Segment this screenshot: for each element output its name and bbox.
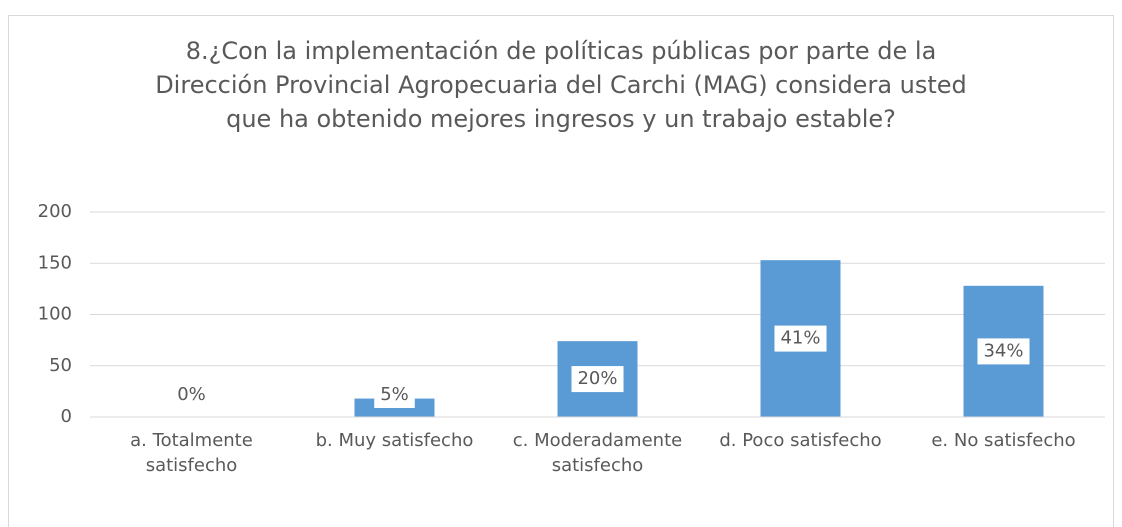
data-label-box xyxy=(774,325,827,352)
data-label: 41% xyxy=(780,328,820,349)
chart-border xyxy=(8,15,1114,527)
y-tick-label: 50 xyxy=(49,355,72,376)
data-label: 0% xyxy=(177,384,206,405)
x-tick-label: c. Moderadamente satisfecho xyxy=(512,430,683,476)
x-tick-label: b. Muy satisfecho xyxy=(315,430,474,451)
data-label-box xyxy=(171,382,212,408)
chart-title: 8.¿Con la implementación de políticas pú… xyxy=(155,37,967,133)
y-tick-label: 0 xyxy=(61,406,72,427)
x-tick-label: d. Poco satisfecho xyxy=(719,430,882,451)
data-label-box xyxy=(571,366,624,393)
data-label: 5% xyxy=(380,384,409,405)
data-label: 34% xyxy=(983,340,1023,361)
y-tick-label: 200 xyxy=(38,201,72,222)
y-tick-label: 100 xyxy=(38,304,72,325)
data-label-box xyxy=(977,338,1030,365)
x-tick-label: a. Totalmente satisfecho xyxy=(130,430,253,476)
data-label-box xyxy=(374,382,415,408)
data-label: 20% xyxy=(577,368,617,389)
x-tick-label: e. No satisfecho xyxy=(931,430,1076,451)
y-tick-label: 150 xyxy=(38,252,72,273)
